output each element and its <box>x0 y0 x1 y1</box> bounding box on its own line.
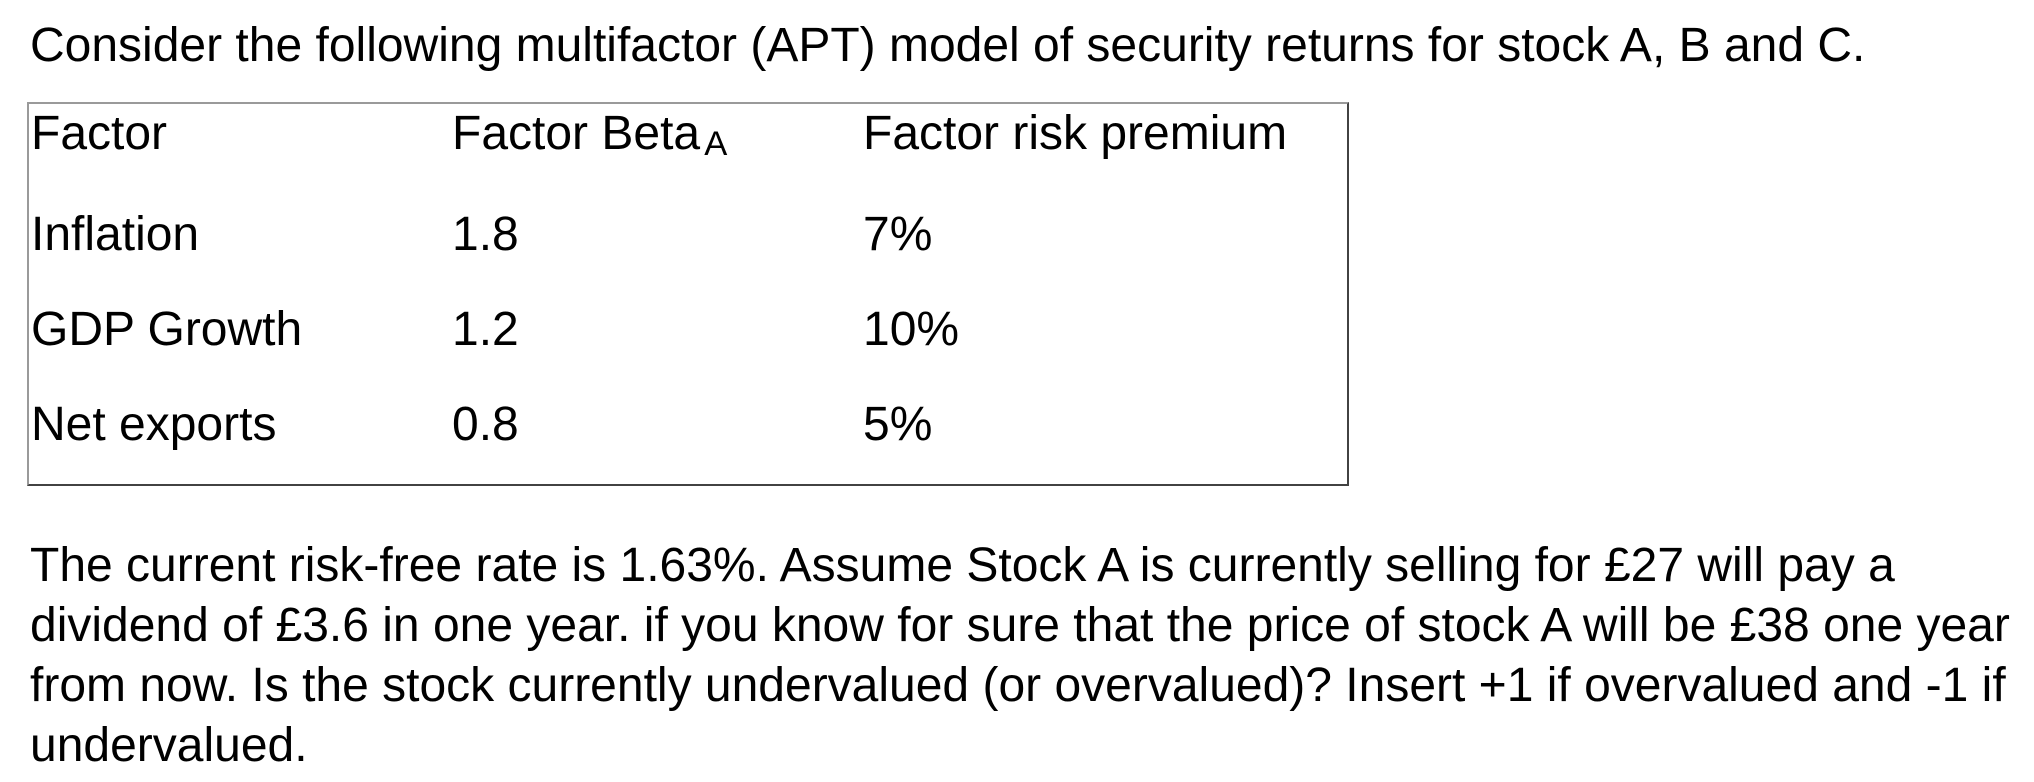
body-line-4: undervalued. <box>30 719 308 772</box>
table-row-gdp-growth: GDP Growth 1.2 10% <box>29 300 1347 395</box>
question-body: The current risk-free rate is 1.63%. Ass… <box>30 536 2010 776</box>
cell-factor-beta: 0.8 <box>452 398 519 451</box>
header-factor: Factor <box>31 107 168 160</box>
table-header-row: Factor Factor Beta A Factor risk premium <box>29 104 1347 205</box>
cell-factor-beta: 1.2 <box>452 303 519 356</box>
body-line-1: The current risk-free rate is 1.63%. Ass… <box>30 539 1895 592</box>
cell-factor-name: Inflation <box>31 208 200 261</box>
cell-risk-premium: 5% <box>863 398 933 451</box>
cell-risk-premium: 7% <box>863 208 933 261</box>
table-row-inflation: Inflation 1.8 7% <box>29 205 1347 300</box>
table-row-net-exports: Net exports 0.8 5% <box>29 395 1347 490</box>
question-intro: Consider the following multifactor (APT)… <box>30 19 1866 72</box>
header-factor-risk-premium: Factor risk premium <box>863 107 1288 160</box>
header-factor-beta-text: Factor Beta <box>452 107 701 160</box>
body-line-3: from now. Is the stock currently underva… <box>30 659 2006 712</box>
header-factor-beta-subscript: A <box>704 125 728 164</box>
header-factor-beta: Factor Beta A <box>452 104 727 174</box>
cell-factor-name: GDP Growth <box>31 303 303 356</box>
cell-factor-beta: 1.8 <box>452 208 519 261</box>
cell-factor-name: Net exports <box>31 398 277 451</box>
body-line-2: dividend of £3.6 in one year. if you kno… <box>30 599 2010 652</box>
factor-table: Factor Factor Beta A Factor risk premium … <box>27 102 1349 486</box>
cell-risk-premium: 10% <box>863 303 960 356</box>
